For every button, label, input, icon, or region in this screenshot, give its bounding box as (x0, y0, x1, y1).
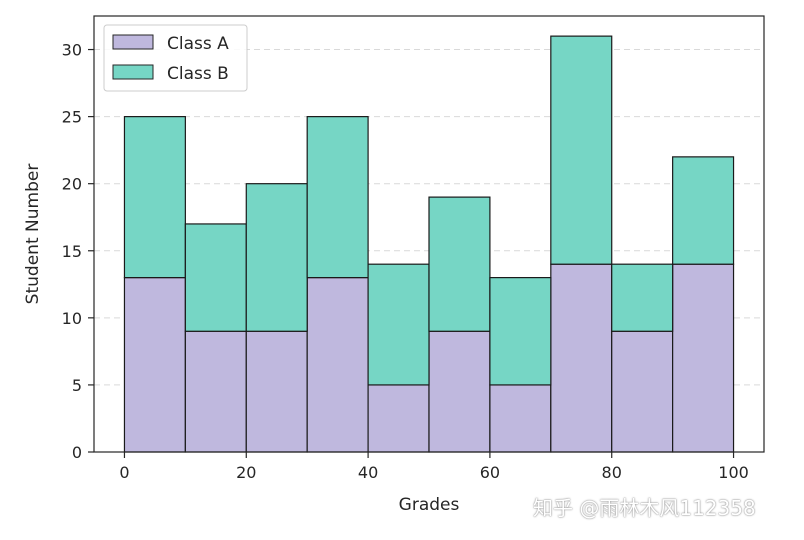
bar-class-b-bin-7 (550, 35, 613, 265)
x-tick-label: 100 (718, 463, 749, 482)
bar-class-a-bin-8 (611, 330, 674, 453)
bar-class-b-bin-0 (123, 116, 186, 279)
y-tick-label: 30 (62, 41, 82, 60)
bars (123, 35, 735, 453)
x-tick-label: 80 (602, 463, 622, 482)
bar-class-b-bin-4 (367, 263, 430, 386)
legend-label-class-b: Class B (167, 64, 229, 84)
bar-class-a-bin-7 (550, 263, 613, 453)
x-tick-label: 20 (236, 463, 256, 482)
y-tick-label: 20 (62, 175, 82, 194)
bar-class-b-bin-2 (245, 183, 308, 332)
y-tick-label: 25 (62, 108, 82, 127)
y-tick-label: 15 (62, 242, 82, 261)
legend: Class A Class B (103, 24, 248, 92)
x-tick-label: 0 (119, 463, 129, 482)
x-tick-label: 60 (480, 463, 500, 482)
bar-class-a-bin-6 (489, 384, 552, 453)
bar-class-b-bin-9 (672, 156, 735, 265)
bar-class-a-bin-3 (306, 277, 369, 453)
bar-class-b-bin-6 (489, 277, 552, 386)
x-axis-ticks: 0 20 40 60 80 100 (119, 452, 749, 482)
y-axis-ticks: 0 5 10 15 20 25 30 (62, 41, 94, 462)
bar-class-b-bin-3 (306, 116, 369, 279)
x-tick-label: 40 (358, 463, 378, 482)
legend-swatch-class-b (112, 64, 154, 80)
watermark: 知乎 @雨林木风112358 (533, 496, 756, 520)
bar-class-a-bin-5 (428, 330, 491, 453)
y-tick-label: 5 (72, 376, 82, 395)
bar-class-a-bin-4 (367, 384, 430, 453)
y-axis-label: Student Number (23, 164, 43, 305)
bar-class-b-bin-8 (611, 263, 674, 332)
bar-class-a-bin-2 (245, 330, 308, 453)
bar-class-a-bin-1 (184, 330, 247, 453)
bar-class-b-bin-5 (428, 196, 491, 332)
bar-class-a-bin-9 (672, 263, 735, 453)
y-tick-label: 10 (62, 309, 82, 328)
bar-class-a-bin-0 (123, 277, 186, 453)
legend-label-class-a: Class A (167, 34, 229, 54)
x-axis-label: Grades (399, 495, 460, 515)
legend-swatch-class-a (112, 34, 154, 50)
bar-class-b-bin-1 (184, 223, 247, 332)
y-tick-label: 0 (72, 443, 82, 462)
plot-area-frame (93, 15, 765, 453)
